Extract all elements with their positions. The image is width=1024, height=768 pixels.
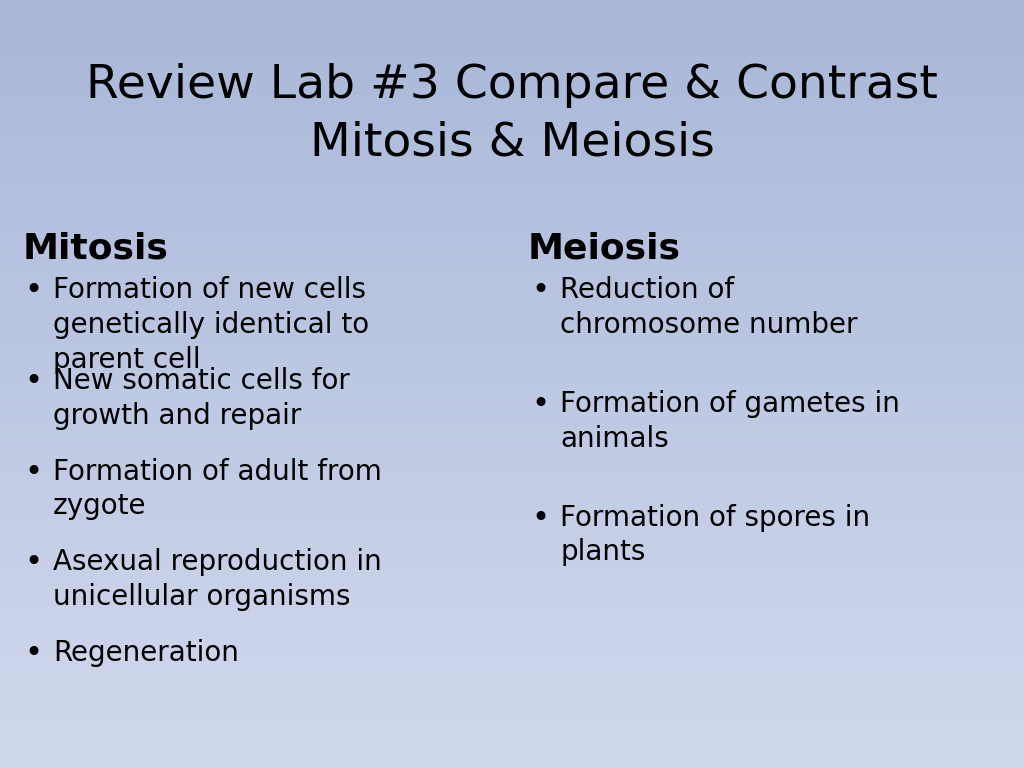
Text: Formation of adult from
zygote: Formation of adult from zygote [53,458,382,521]
Text: •: • [25,276,43,306]
Text: •: • [531,504,550,533]
Text: •: • [531,276,550,306]
Text: Asexual reproduction in
unicellular organisms: Asexual reproduction in unicellular orga… [53,548,382,611]
Text: Meiosis: Meiosis [527,232,680,266]
Text: Formation of new cells
genetically identical to
parent cell: Formation of new cells genetically ident… [53,276,370,374]
Text: Mitosis: Mitosis [23,232,168,266]
Text: •: • [25,367,43,396]
Text: Formation of spores in
plants: Formation of spores in plants [560,504,870,567]
Text: Regeneration: Regeneration [53,639,240,667]
Text: •: • [25,548,43,578]
Text: •: • [531,390,550,419]
Text: •: • [25,639,43,668]
Text: New somatic cells for
growth and repair: New somatic cells for growth and repair [53,367,350,430]
Text: Reduction of
chromosome number: Reduction of chromosome number [560,276,858,339]
Text: •: • [25,458,43,487]
Text: Review Lab #3 Compare & Contrast
Mitosis & Meiosis: Review Lab #3 Compare & Contrast Mitosis… [86,63,938,165]
Text: Formation of gametes in
animals: Formation of gametes in animals [560,390,900,453]
